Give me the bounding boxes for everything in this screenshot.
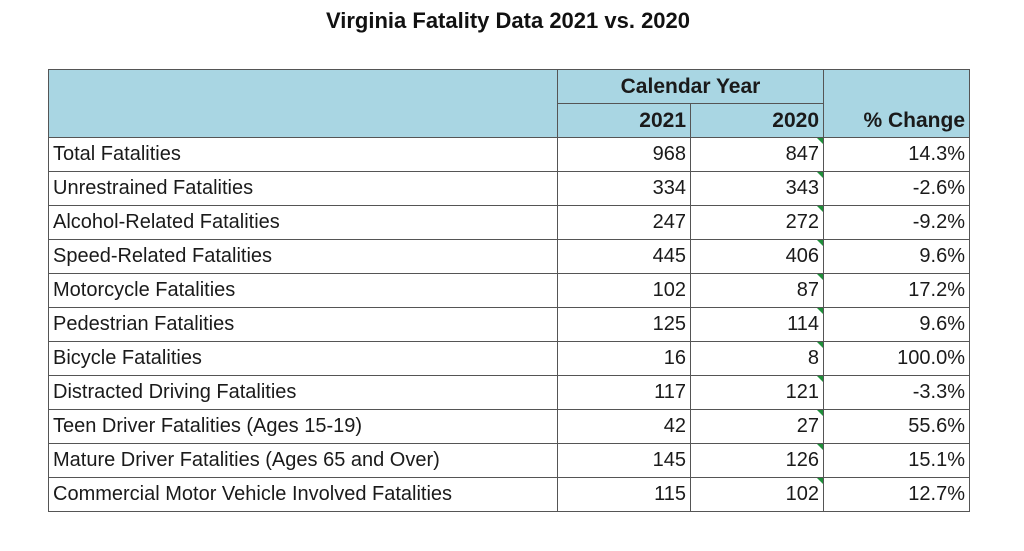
table-row: Commercial Motor Vehicle Involved Fatali…: [48, 477, 970, 512]
row-label: Unrestrained Fatalities: [48, 171, 558, 206]
value-2020: 102: [690, 477, 824, 512]
value-2020: 121: [690, 375, 824, 410]
pct-change-value: 17.2%: [823, 273, 970, 308]
row-label: Mature Driver Fatalities (Ages 65 and Ov…: [48, 443, 558, 478]
table-row: Teen Driver Fatalities (Ages 15-19) 42 27 5…: [48, 409, 970, 444]
year-2021-header: 2021: [557, 103, 691, 138]
value-2021: 42: [557, 409, 691, 444]
value-2021: 445: [557, 239, 691, 274]
value-2020: 406: [690, 239, 824, 274]
table-row: Motorcycle Fatalities 102 87 17.2%: [48, 273, 970, 308]
pct-change-value: -3.3%: [823, 375, 970, 410]
value-2020: 272: [690, 205, 824, 240]
table-row: Alcohol-Related Fatalities 247 272 -9.2%: [48, 205, 970, 240]
value-2021: 115: [557, 477, 691, 512]
header-blank-cell: [48, 69, 558, 138]
value-2020: 87: [690, 273, 824, 308]
table-row: Speed-Related Fatalities 445 406 9.6%: [48, 239, 970, 274]
value-2021: 968: [557, 137, 691, 172]
row-label: Alcohol-Related Fatalities: [48, 205, 558, 240]
pct-change-value: 12.7%: [823, 477, 970, 512]
table-row: Pedestrian Fatalities 125 114 9.6%: [48, 307, 970, 342]
value-2021: 334: [557, 171, 691, 206]
pct-change-value: 9.6%: [823, 307, 970, 342]
table-row: Total Fatalities 968 847 14.3%: [48, 137, 970, 172]
pct-change-value: -9.2%: [823, 205, 970, 240]
pct-change-value: 9.6%: [823, 239, 970, 274]
table-row: Mature Driver Fatalities (Ages 65 and Ov…: [48, 443, 970, 478]
row-label: Speed-Related Fatalities: [48, 239, 558, 274]
pct-change-value: 15.1%: [823, 443, 970, 478]
table-row: Bicycle Fatalities 16 8 100.0%: [48, 341, 970, 376]
page-title: Virginia Fatality Data 2021 vs. 2020: [325, 8, 691, 33]
value-2020: 847: [690, 137, 824, 172]
header-row-years: 2021 2020: [49, 103, 970, 138]
pct-change-header: % Change: [823, 69, 970, 138]
row-label: Bicycle Fatalities: [48, 341, 558, 376]
row-label: Distracted Driving Fatalities: [48, 375, 558, 410]
header-row-group: Calendar Year % Change: [48, 69, 970, 138]
value-2020: 27: [690, 409, 824, 444]
pct-change-value: 55.6%: [823, 409, 970, 444]
value-2021: 125: [557, 307, 691, 342]
value-2020: 126: [690, 443, 824, 478]
value-2021: 247: [557, 205, 691, 240]
value-2020: 343: [690, 171, 824, 206]
value-2021: 117: [557, 375, 691, 410]
row-label: Pedestrian Fatalities: [48, 307, 558, 342]
row-label: Teen Driver Fatalities (Ages 15-19): [48, 409, 558, 444]
value-2020: 114: [690, 307, 824, 342]
pct-change-value: 100.0%: [823, 341, 970, 376]
year-2020-header: 2020: [690, 103, 824, 138]
pct-change-value: -2.6%: [823, 171, 970, 206]
pct-change-value: 14.3%: [823, 137, 970, 172]
row-label: Total Fatalities: [48, 137, 558, 172]
row-label: Motorcycle Fatalities: [48, 273, 558, 308]
fatality-table: Calendar Year % Change 2021 2020 Total F…: [48, 69, 970, 512]
row-label: Commercial Motor Vehicle Involved Fatali…: [48, 477, 558, 512]
value-2021: 102: [557, 273, 691, 308]
table-row: Unrestrained Fatalities 334 343 -2.6%: [48, 171, 970, 206]
table-row: Distracted Driving Fatalities 117 121 -3.3%: [48, 375, 970, 410]
value-2021: 145: [557, 443, 691, 478]
value-2020: 8: [690, 341, 824, 376]
calendar-year-header: Calendar Year: [557, 69, 824, 104]
value-2021: 16: [557, 341, 691, 376]
